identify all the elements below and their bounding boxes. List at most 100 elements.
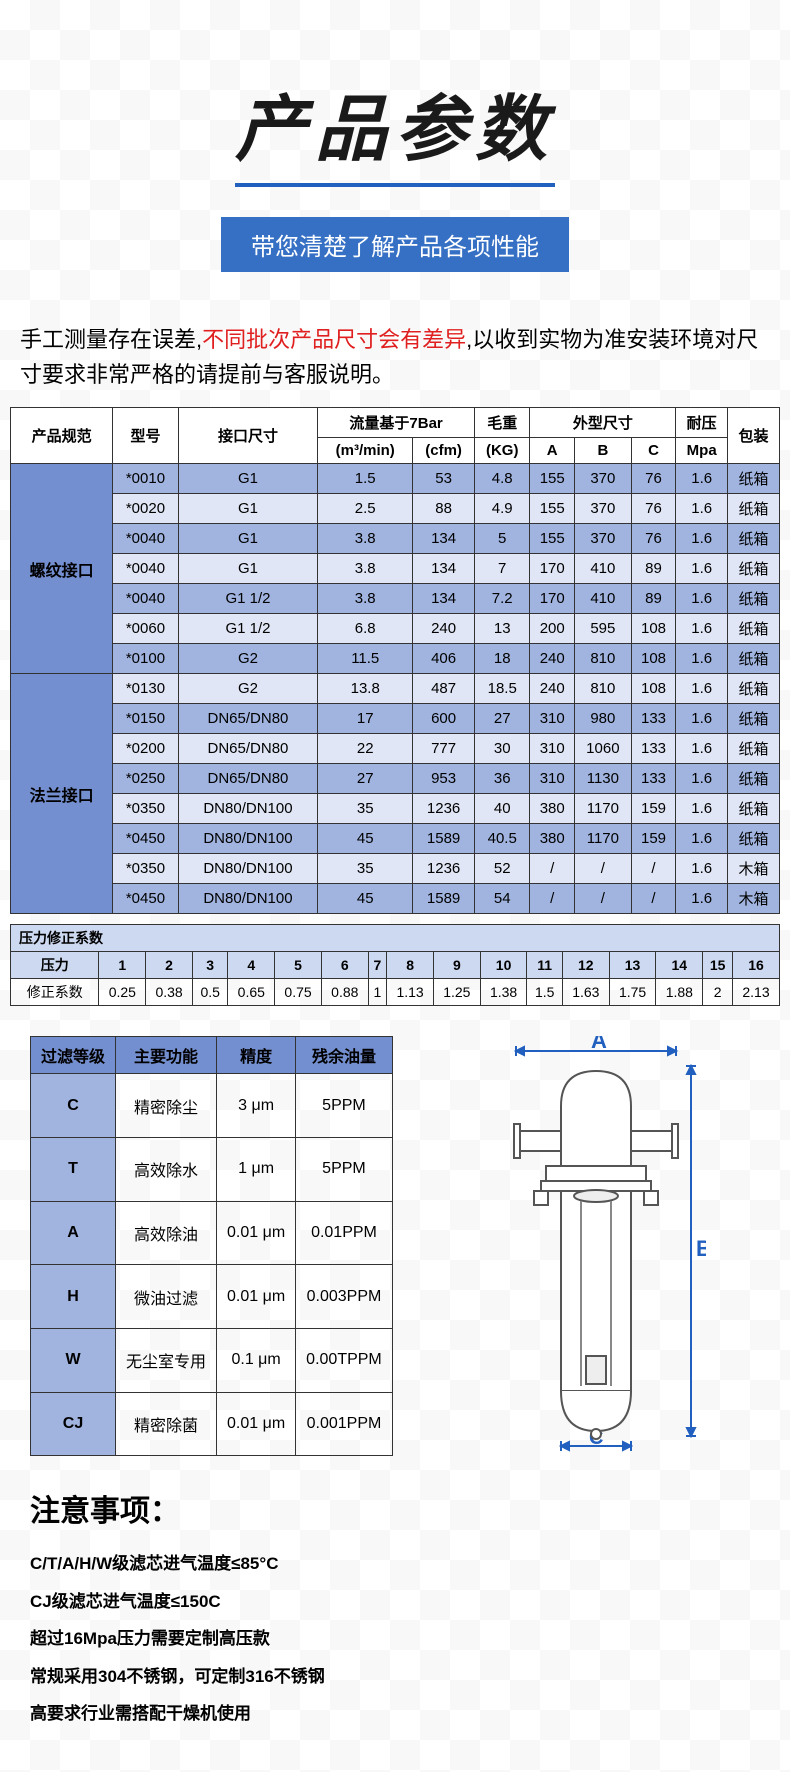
- cell-mpa: 1.6: [676, 584, 728, 614]
- cell-flow: 6.8: [318, 614, 413, 644]
- cell-flow: 22: [318, 734, 413, 764]
- cell-model: *0200: [113, 734, 178, 764]
- note-line: 常规采用304不锈钢，可定制316不锈钢: [30, 1658, 760, 1695]
- pressure-cell: 13: [609, 952, 656, 979]
- cell-port: DN80/DN100: [178, 824, 318, 854]
- cell-pack: 纸箱: [728, 674, 780, 704]
- spec-row: 法兰接口*0130G213.848718.52408101081.6纸箱: [11, 674, 780, 704]
- cell-b: 410: [574, 584, 631, 614]
- pressure-cell: 16: [733, 952, 780, 979]
- correction-cell: 1.75: [609, 979, 656, 1006]
- correction-cell: 0.75: [275, 979, 322, 1006]
- filter-row: T 高效除水 1 μm 5PPM: [31, 1138, 393, 1202]
- cell-port: G1: [178, 524, 318, 554]
- cell-c: /: [631, 884, 675, 914]
- cell-a: 240: [530, 644, 574, 674]
- note-line: C/T/A/H/W级滤芯进气温度≤85°C: [30, 1545, 760, 1582]
- cell-model: *0010: [113, 464, 178, 494]
- cell-cfm: 406: [413, 644, 475, 674]
- th-spec: 产品规范: [11, 408, 113, 464]
- cell-a: 200: [530, 614, 574, 644]
- cell-port: DN80/DN100: [178, 884, 318, 914]
- cell-c: 133: [631, 734, 675, 764]
- notes-title: 注意事项：: [30, 1486, 760, 1530]
- cell-pack: 纸箱: [728, 644, 780, 674]
- pressure-cell: 7: [368, 952, 387, 979]
- cell-mpa: 1.6: [676, 614, 728, 644]
- cell-kg: 54: [474, 884, 530, 914]
- cell-b: 370: [574, 524, 631, 554]
- cell-mpa: 1.6: [676, 494, 728, 524]
- filter-row: A 高效除油 0.01 μm 0.01PPM: [31, 1201, 393, 1265]
- cell-mpa: 1.6: [676, 464, 728, 494]
- cell-a: 240: [530, 674, 574, 704]
- correction-cell: 2.13: [733, 979, 780, 1006]
- pressure-cell: 9: [433, 952, 480, 979]
- cell-a: 310: [530, 764, 574, 794]
- cell-a: /: [530, 854, 574, 884]
- cell-pack: 纸箱: [728, 824, 780, 854]
- pressure-cell: 14: [656, 952, 703, 979]
- cell-flow: 45: [318, 884, 413, 914]
- cell-pack: 纸箱: [728, 794, 780, 824]
- cell-flow: 35: [318, 854, 413, 884]
- cell-flow: 2.5: [318, 494, 413, 524]
- cell-pack: 纸箱: [728, 584, 780, 614]
- cell-pack: 纸箱: [728, 614, 780, 644]
- cell-a: 310: [530, 704, 574, 734]
- cell-flow: 17: [318, 704, 413, 734]
- cell-mpa: 1.6: [676, 674, 728, 704]
- cell-port: DN80/DN100: [178, 854, 318, 884]
- cell-a: 310: [530, 734, 574, 764]
- cell-cfm: 134: [413, 554, 475, 584]
- filter-func: 精密除菌: [116, 1392, 217, 1456]
- filter-grade: C: [31, 1074, 116, 1138]
- cell-b: 370: [574, 464, 631, 494]
- th-a: A: [530, 438, 574, 464]
- pressure-cell: 8: [387, 952, 434, 979]
- cell-pack: 纸箱: [728, 494, 780, 524]
- filter-prec: 0.1 μm: [217, 1329, 296, 1393]
- correction-cell: 1: [368, 979, 387, 1006]
- cell-flow: 35: [318, 794, 413, 824]
- filter-oil: 0.01PPM: [296, 1201, 393, 1265]
- notice-text: 手工测量存在误差,不同批次产品尺寸会有差异,以收到实物为准安装环境对尺寸要求非常…: [0, 302, 790, 407]
- cell-flow: 1.5: [318, 464, 413, 494]
- cell-model: *0350: [113, 794, 178, 824]
- svg-text:B: B: [696, 1236, 706, 1261]
- cell-a: 170: [530, 584, 574, 614]
- correction-label: 修正系数: [11, 979, 99, 1006]
- th-pressure: 耐压: [676, 408, 728, 438]
- cell-b: 370: [574, 494, 631, 524]
- cell-kg: 40: [474, 794, 530, 824]
- cell-model: *0450: [113, 824, 178, 854]
- cell-cfm: 1589: [413, 884, 475, 914]
- spec-row: *0450DN80/DN10045158954///1.6木箱: [11, 884, 780, 914]
- cell-cfm: 777: [413, 734, 475, 764]
- cell-a: 380: [530, 794, 574, 824]
- cell-pack: 纸箱: [728, 524, 780, 554]
- cell-mpa: 1.6: [676, 524, 728, 554]
- filter-row: H 微油过滤 0.01 μm 0.003PPM: [31, 1265, 393, 1329]
- note-line: CJ级滤芯进气温度≤150C: [30, 1583, 760, 1620]
- pressure-cell: 2: [146, 952, 193, 979]
- cell-kg: 40.5: [474, 824, 530, 854]
- page-title: 产品参数: [235, 70, 555, 187]
- correction-cell: 1.63: [562, 979, 609, 1006]
- correction-cell: 1.5: [527, 979, 562, 1006]
- pressure-cell: 6: [321, 952, 368, 979]
- cell-model: *0450: [113, 884, 178, 914]
- cell-kg: 5: [474, 524, 530, 554]
- cell-c: 89: [631, 554, 675, 584]
- cell-model: *0250: [113, 764, 178, 794]
- cell-port: G1: [178, 494, 318, 524]
- cell-model: *0040: [113, 584, 178, 614]
- cell-mpa: 1.6: [676, 764, 728, 794]
- cell-pack: 纸箱: [728, 704, 780, 734]
- cell-c: 108: [631, 644, 675, 674]
- correction-cell: 0.38: [146, 979, 193, 1006]
- cell-port: G1 1/2: [178, 584, 318, 614]
- correction-cell: 1.25: [433, 979, 480, 1006]
- filter-func: 微油过滤: [116, 1265, 217, 1329]
- fth-grade: 过滤等级: [31, 1037, 116, 1074]
